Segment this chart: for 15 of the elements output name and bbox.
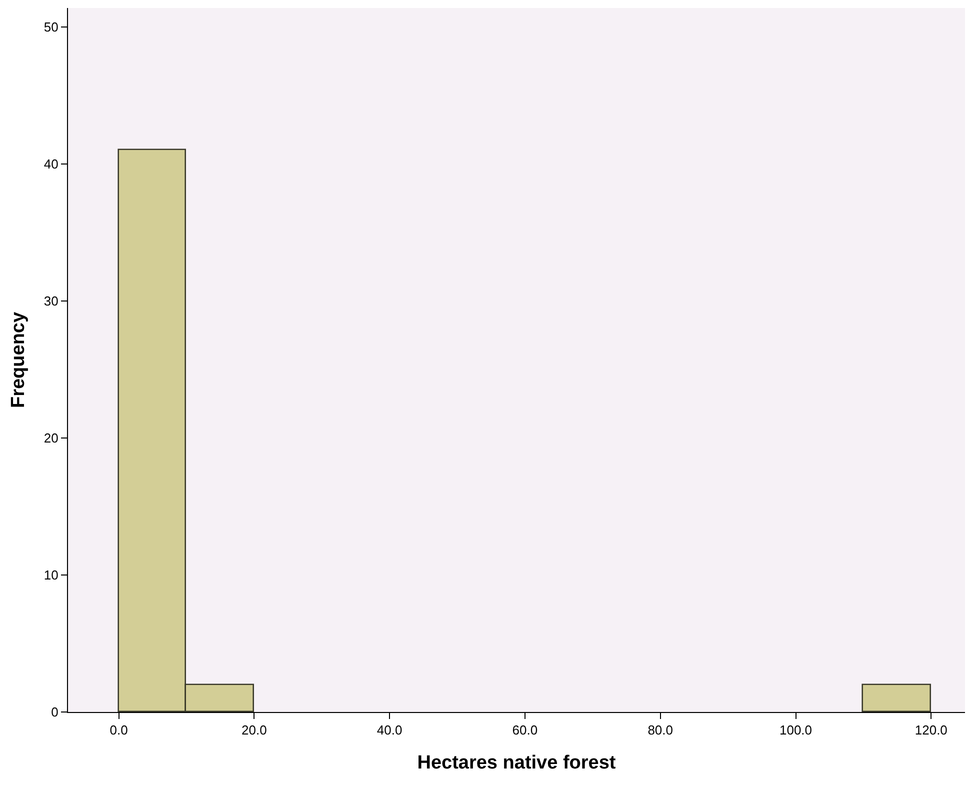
x-tick-label: 20.0	[242, 722, 267, 738]
y-tick-label: 40	[44, 156, 58, 172]
x-tick-label: 100.0	[779, 722, 812, 738]
y-tick-label: 20	[44, 430, 58, 446]
x-tick-label: 80.0	[648, 722, 674, 738]
x-tick-label: 40.0	[376, 722, 402, 738]
x-axis-title: Hectares native forest	[417, 752, 616, 774]
x-tick-label: 60.0	[512, 722, 538, 738]
x-tick-label: 120.0	[914, 722, 948, 738]
y-tick-label: 10	[44, 568, 58, 583]
y-tick-label: 0	[51, 704, 58, 720]
x-tick-label: 0.0	[110, 722, 128, 738]
y-tick-label: 50	[44, 20, 58, 35]
y-tick-label: 30	[44, 294, 58, 309]
y-axis-title: Frequency	[8, 312, 29, 408]
